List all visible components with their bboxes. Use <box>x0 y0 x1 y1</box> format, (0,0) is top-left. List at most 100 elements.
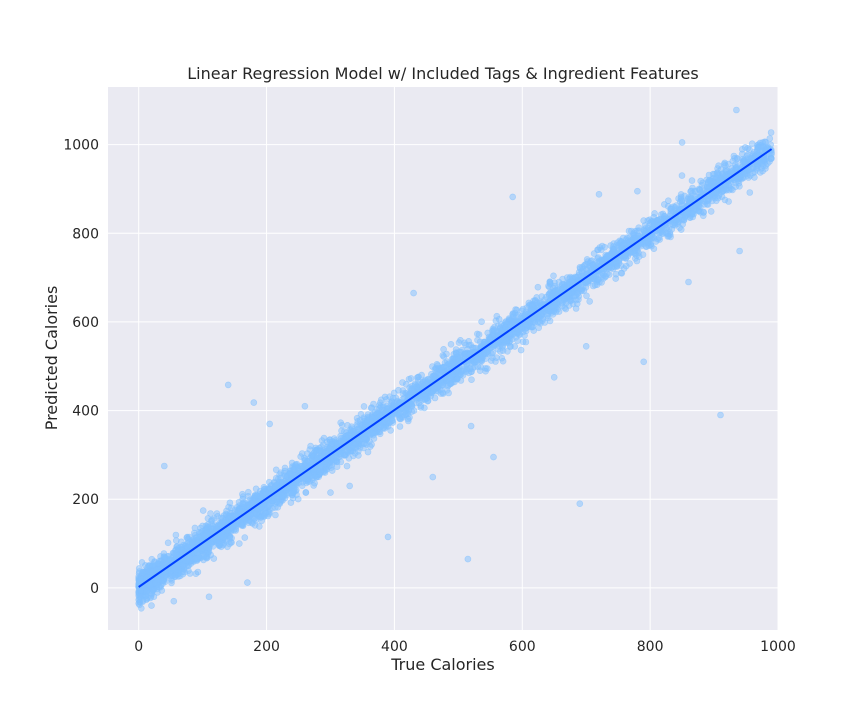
x-tick-label: 600 <box>509 639 536 655</box>
scatter-point <box>136 577 144 585</box>
scatter-point <box>251 515 258 523</box>
scatter-point <box>184 535 192 543</box>
scatter-point <box>493 354 500 362</box>
scatter-point <box>328 467 336 474</box>
y-tick-label: 200 <box>72 492 99 508</box>
scatter-point <box>135 600 142 607</box>
scatter-point <box>464 555 472 563</box>
scatter-point <box>691 193 699 200</box>
scatter-point <box>164 539 172 547</box>
scatter-point <box>375 424 383 432</box>
scatter-point <box>590 264 598 271</box>
scatter-point <box>447 340 455 348</box>
scatter-point <box>326 445 334 452</box>
scatter-point <box>762 155 770 162</box>
scatter-point <box>594 276 602 283</box>
scatter-point <box>272 482 279 490</box>
scatter-point <box>448 371 456 379</box>
scatter-point <box>483 365 491 372</box>
scatter-point <box>347 426 354 434</box>
scatter-point <box>475 331 483 338</box>
scatter-point <box>677 226 685 233</box>
scatter-point <box>595 191 603 198</box>
scatter-point <box>364 448 372 456</box>
scatter-point <box>499 357 507 365</box>
scatter-point <box>567 297 575 305</box>
scatter-point <box>384 533 392 541</box>
scatter-point <box>546 279 554 287</box>
scatter-point <box>550 272 557 280</box>
scatter-point <box>455 339 463 346</box>
scatter-point <box>508 329 516 337</box>
scatter-point <box>224 381 232 389</box>
scatter-point <box>576 500 584 508</box>
x-tick-label: 800 <box>637 639 664 655</box>
scatter-point <box>316 447 324 455</box>
scatter-point <box>664 197 672 204</box>
scatter-point <box>704 195 712 203</box>
x-tick-label: 200 <box>253 639 280 655</box>
scatter-point <box>621 251 628 259</box>
scatter-point <box>717 176 724 184</box>
scatter-point <box>251 510 258 517</box>
scatter-point <box>731 161 739 168</box>
scatter-point <box>468 376 475 384</box>
scatter-point <box>625 227 633 235</box>
chart-title: Linear Regression Model w/ Included Tags… <box>187 64 698 83</box>
scatter-point <box>402 407 410 415</box>
y-tick-label: 600 <box>72 315 99 331</box>
scatter-point <box>410 407 418 414</box>
scatter-point <box>759 147 767 155</box>
scatter-point <box>236 540 243 547</box>
scatter-point <box>143 587 151 595</box>
scatter-point <box>317 462 324 470</box>
x-gridlines <box>138 87 779 630</box>
scatter-point <box>327 489 334 496</box>
scatter-point <box>715 162 722 169</box>
scatter-point <box>550 373 558 381</box>
scatter-point <box>671 222 679 229</box>
scatter-point <box>678 139 686 146</box>
scatter-point <box>509 313 517 321</box>
scatter-point <box>474 356 482 363</box>
scatter-point <box>503 337 511 345</box>
scatter-point <box>534 283 542 291</box>
x-tick-label: 1000 <box>760 639 796 655</box>
scatter-point <box>445 360 452 368</box>
scatter-point <box>152 566 160 574</box>
scatter-point <box>390 389 398 397</box>
scatter-point <box>236 506 243 513</box>
scatter-point <box>343 462 351 470</box>
y-tick-label: 400 <box>72 404 99 420</box>
scatter-point <box>667 205 674 213</box>
scatter-point <box>767 129 775 136</box>
scatter-point <box>217 520 225 528</box>
scatter-point <box>265 478 273 486</box>
scatter-point <box>626 260 633 267</box>
x-axis-title: True Calories <box>390 655 494 674</box>
scatter-point <box>369 429 377 437</box>
scatter-point <box>405 375 413 383</box>
scatter-point <box>418 371 425 379</box>
scatter-point <box>447 380 455 388</box>
scatter-point <box>202 553 210 561</box>
scatter-point <box>315 473 323 481</box>
scatter-point <box>399 390 407 397</box>
scatter-point <box>178 546 185 554</box>
scatter-point <box>688 177 696 184</box>
scatter-point <box>399 396 406 403</box>
scatter-point <box>421 396 429 403</box>
scatter-point <box>199 507 207 514</box>
scatter-point <box>543 312 551 319</box>
scatter-point <box>302 489 310 496</box>
scatter-point <box>746 189 754 196</box>
scatter-point <box>239 500 246 508</box>
scatter-point <box>197 545 205 553</box>
scatter-point <box>573 300 581 308</box>
scatter-point <box>504 347 511 355</box>
scatter-point <box>617 269 625 277</box>
scatter-point <box>222 510 230 518</box>
scatter-point <box>205 544 213 552</box>
